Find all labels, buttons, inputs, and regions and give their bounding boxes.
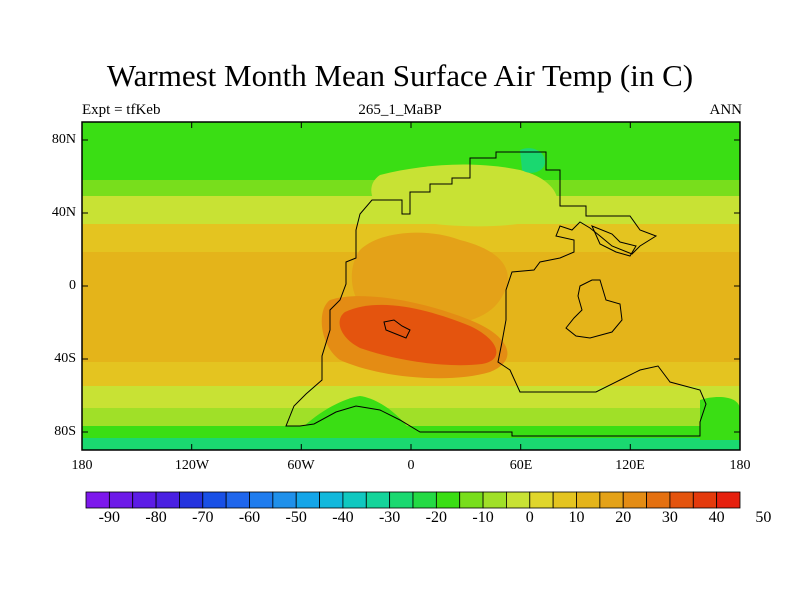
colorbar-label: 20: [615, 509, 632, 526]
colorbar-swatch: [435, 491, 461, 509]
colorbar-swatch: [272, 491, 297, 509]
y-tick-marks: [82, 139, 740, 433]
colorbar-label: 0: [525, 509, 534, 526]
colorbar-swatch: [622, 491, 647, 509]
band-subpolar-south: [82, 408, 740, 428]
colorbar-swatch: [225, 491, 250, 509]
y-tick-label-40s: 40S: [54, 351, 76, 366]
colorbar-label: -10: [472, 509, 494, 526]
colorbar-swatch: [389, 491, 414, 509]
cold-southern-land: [300, 396, 410, 430]
colorbar-label: -40: [332, 509, 354, 526]
cold-southern-east: [700, 397, 740, 440]
y-tick-label-40n: 40N: [51, 205, 76, 220]
colorbar-label: -90: [98, 509, 120, 526]
colorbar-label: 30: [661, 509, 678, 526]
period-label: 265_1_MaBP: [358, 102, 442, 118]
hot-core: [339, 304, 497, 366]
colorbar: [85, 491, 741, 509]
colorbar-swatch: [179, 491, 204, 509]
colorbar-swatch: [459, 491, 484, 509]
band-temperate-south: [82, 386, 740, 410]
colorbar-swatch: [365, 491, 391, 509]
colorbar-swatch: [599, 491, 624, 509]
band-polar-south: [82, 426, 740, 440]
y-tick-label-equator: 0: [69, 278, 76, 293]
colorbar-swatch: [202, 491, 227, 509]
colorbar-swatch: [295, 491, 320, 509]
colorbar-swatch: [646, 491, 671, 509]
colorbar-swatch: [132, 491, 157, 509]
colorbar-swatch: [576, 491, 601, 509]
colorbar-swatch: [506, 491, 531, 509]
colorbar-swatch: [412, 491, 437, 509]
y-tick-label-80s: 80S: [54, 424, 76, 439]
colorbar-swatch: [108, 491, 134, 509]
colorbar-label: 10: [568, 509, 585, 526]
colorbar-swatch: [342, 491, 367, 509]
colorbar-swatch: [716, 491, 741, 509]
colorbar-label: 40: [708, 509, 725, 526]
colorbar-swatch: [85, 491, 110, 509]
x-tick-label-120e: 120E: [615, 458, 645, 473]
colorbar-label: -50: [285, 509, 307, 526]
colorbar-label: -30: [378, 509, 401, 526]
continent-outlines: [285, 151, 707, 437]
colorbar-label: 50: [755, 509, 772, 526]
map-title: Warmest Month Mean Surface Air Temp (in …: [106, 58, 694, 93]
colorbar-swatch: [482, 491, 507, 509]
colorbar-label: -60: [238, 509, 261, 526]
x-tick-label-180-west: 180: [71, 458, 93, 473]
x-tick-label-180-east: 180: [729, 458, 751, 473]
colorbar-label: -80: [145, 509, 167, 526]
season-label: ANN: [709, 102, 743, 118]
x-tick-label-60e: 60E: [509, 458, 533, 473]
x-tick-label-60w: 60W: [287, 458, 315, 473]
colorbar-swatch: [552, 491, 577, 509]
colorbar-swatch: [155, 491, 180, 509]
colorbar-swatch: [249, 491, 274, 509]
x-tick-label-120w: 120W: [174, 458, 210, 473]
colorbar-label: -20: [425, 509, 447, 526]
colorbar-label: -70: [192, 509, 214, 526]
colorbar-swatch: [692, 491, 718, 509]
temperature-field: [82, 122, 740, 450]
x-tick-label-0: 0: [407, 458, 415, 473]
y-tick-label-80n: 80N: [51, 132, 76, 147]
experiment-label: Expt = tfKeb: [82, 102, 161, 118]
cold-spot: [520, 148, 545, 173]
colorbar-swatch: [669, 491, 694, 509]
cool-region-north: [371, 164, 558, 227]
colorbar-swatch: [529, 491, 554, 509]
colorbar-swatch: [319, 491, 344, 509]
x-tick-marks: [191, 122, 631, 450]
